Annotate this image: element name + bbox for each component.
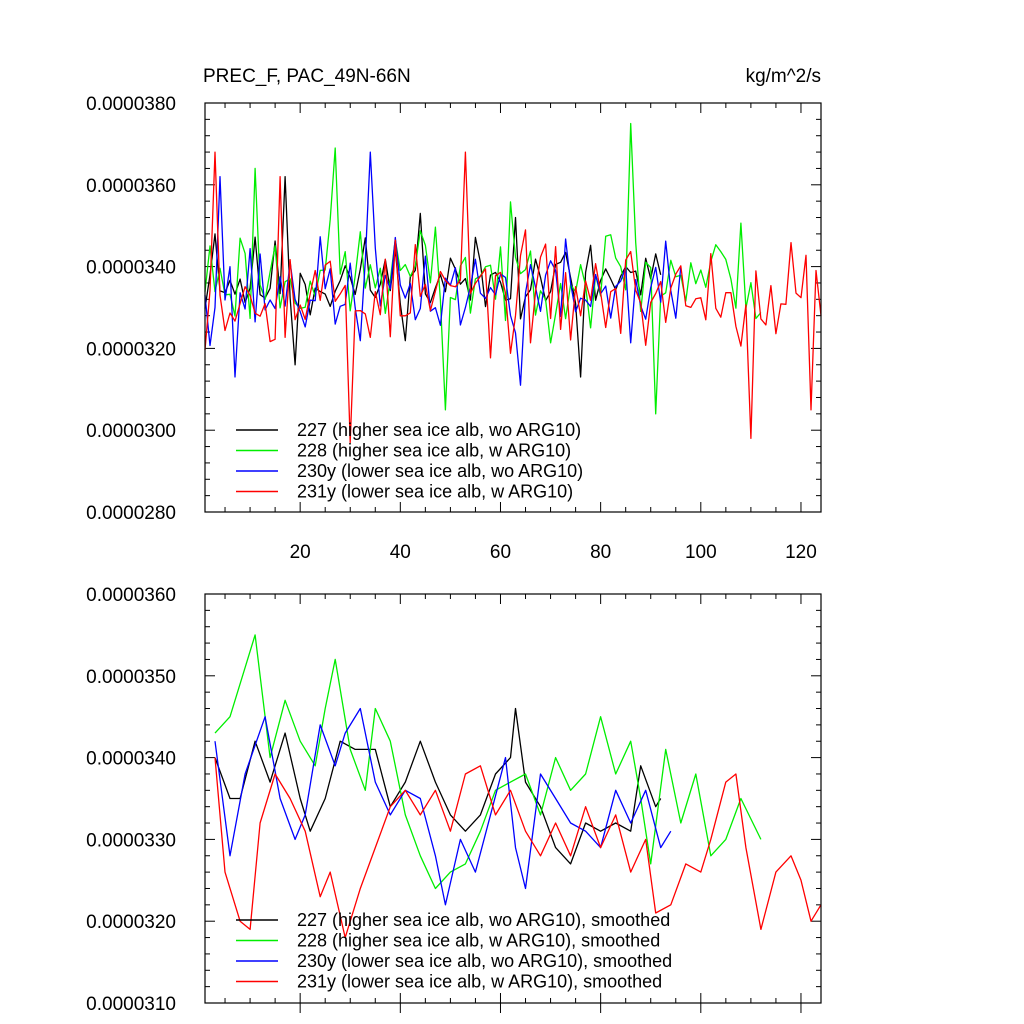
y-tick-label: 0.0000360 [86, 585, 176, 606]
legend-label-231y: 231y (lower sea ice alb, w ARG10), smoot… [297, 972, 662, 992]
legend-label-227: 227 (higher sea ice alb, wo ARG10) [297, 420, 581, 440]
y-tick-label: 0.0000320 [86, 339, 176, 360]
y-tick-label: 0.0000330 [86, 830, 176, 851]
y-tick-label: 0.0000320 [86, 912, 176, 933]
y-tick-label: 0.0000380 [86, 94, 176, 115]
x-tick-label: 20 [290, 542, 311, 563]
y-tick-label: 0.0000310 [86, 994, 176, 1015]
x-tick-label: 100 [685, 542, 717, 563]
chart-title: PREC_F, PAC_49N-66N [203, 66, 411, 87]
legend-label-228: 228 (higher sea ice alb, w ARG10), smoot… [297, 931, 660, 951]
series-line-227 [214, 707, 662, 865]
y-tick-label: 0.0000340 [86, 749, 176, 770]
x-tick-label: 80 [590, 542, 611, 563]
y-tick-label: 0.0000350 [86, 667, 176, 688]
legend-label-230y: 230y (lower sea ice alb, wo ARG10), smoo… [297, 951, 672, 971]
legend-label-231y: 231y (lower sea ice alb, w ARG10) [297, 482, 573, 502]
top-panel: 0.0000280 0.0000300 0.0000320 0.0000340 0.00… [86, 94, 822, 563]
series-line-231y [214, 757, 822, 939]
y-tick-label: 0.0000280 [86, 503, 176, 524]
series-line-230y [214, 707, 672, 906]
x-tick-label: 40 [390, 542, 411, 563]
x-tick-label: 60 [490, 542, 511, 563]
legend-label-227: 227 (higher sea ice alb, wo ARG10), smoo… [297, 910, 670, 930]
y-tick-label: 0.0000300 [86, 421, 176, 442]
y-tick-label: 0.0000360 [86, 176, 176, 197]
legend-label-230y: 230y (lower sea ice alb, wo ARG10) [297, 461, 583, 481]
bottom-panel: 0.0000310 0.0000320 0.0000330 0.0000340 0.00… [86, 585, 822, 1015]
series-line-227 [204, 175, 662, 378]
units-label: kg/m^2/s [746, 66, 821, 87]
y-tick-label: 0.0000340 [86, 258, 176, 279]
legend-label-228: 228 (higher sea ice alb, w ARG10) [297, 441, 571, 461]
plot-frame [204, 593, 822, 1004]
series-line-228 [214, 634, 762, 890]
x-tick-label: 120 [785, 542, 817, 563]
plot-frame [204, 102, 822, 513]
series-line-231y [204, 151, 822, 444]
